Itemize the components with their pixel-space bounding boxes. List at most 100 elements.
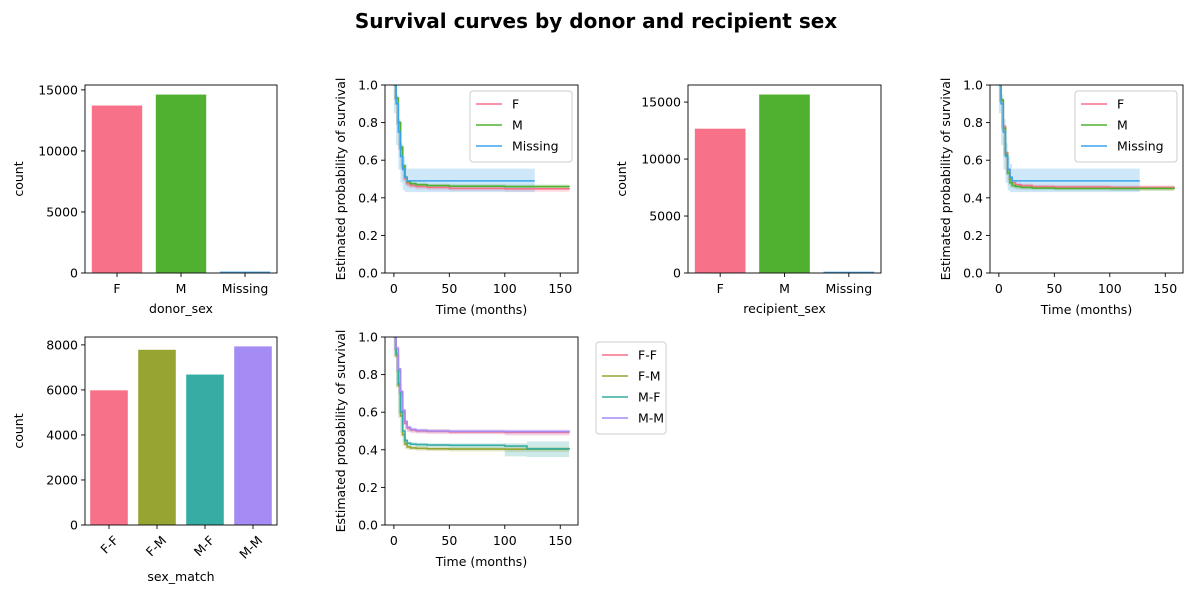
legend-label-F-M: F-M (638, 369, 661, 384)
legend-frame (595, 341, 667, 435)
y-tick-label: 0.6 (358, 405, 378, 420)
y-tick-label: 5000 (649, 209, 681, 224)
y-tick-label: 6000 (46, 382, 78, 397)
y-tick-label: 0.4 (963, 190, 983, 205)
y-tick-label: 0 (70, 518, 78, 533)
y-tick-label: 0.4 (358, 442, 378, 457)
legend-label-Missing: Missing (512, 139, 559, 154)
y-tick-label: 0.2 (358, 480, 378, 495)
x-tick-label: M (779, 281, 790, 296)
y-tick-label: 8000 (46, 337, 78, 352)
x-tick-label: 50 (1046, 281, 1062, 296)
x-tick-label: M (176, 281, 187, 296)
y-tick-label: 15000 (641, 95, 681, 110)
x-tick-label: 150 (1153, 281, 1177, 296)
y-tick-label: 0.6 (963, 153, 983, 168)
legend-label-Missing: Missing (1117, 139, 1164, 154)
donor_survival-chart: 0.0 0.2 0.4 0.6 0.8 1.0 Estimated probability … (333, 78, 579, 317)
x-axis-label: donor_sex (149, 301, 213, 316)
legend-label-F: F (512, 97, 519, 112)
bar-M-F (185, 373, 225, 526)
y-tick-label: 5000 (46, 204, 78, 219)
match_survival-chart: 0.0 0.2 0.4 0.6 0.8 1.0 Estimated probability … (333, 330, 667, 569)
y-tick-label: 0 (673, 266, 681, 281)
bar-M (154, 93, 207, 274)
x-tick-label: 0 (995, 281, 1003, 296)
y-tick-label: 0.0 (358, 266, 378, 281)
x-axis-label: recipient_sex (743, 301, 825, 316)
x-tick-label: 50 (441, 281, 457, 296)
y-tick-label: 0.6 (358, 153, 378, 168)
y-tick-label: 1.0 (358, 78, 378, 93)
y-tick-label: 0.2 (358, 228, 378, 243)
y-tick-label: 0.2 (963, 228, 983, 243)
legend-frame (469, 90, 573, 163)
bar-F (694, 127, 747, 274)
x-tick-label: 150 (548, 533, 572, 548)
x-tick-label: 50 (441, 533, 457, 548)
y-tick-label: 2000 (46, 472, 78, 487)
plot-area (998, 85, 1175, 193)
axes-frame (384, 336, 579, 526)
x-tick-label: F (113, 281, 120, 296)
figure-title: Survival curves by donor and recipient s… (355, 9, 837, 33)
survival-line-F-M (393, 337, 570, 451)
bar-M (758, 93, 811, 274)
axes-frame (84, 84, 278, 274)
legend: FM Missing (1074, 90, 1178, 163)
legend-label-M-F: M-F (638, 390, 661, 405)
y-axis-label: Estimated probability of survival (333, 78, 348, 281)
x-tick-label: 150 (548, 281, 572, 296)
survival-line-M-F (393, 337, 570, 450)
y-tick-label: 0.0 (963, 266, 983, 281)
x-tick-label: 100 (1098, 281, 1122, 296)
recipient_survival-chart: 0.0 0.2 0.4 0.6 0.8 1.0 Estimated probability … (938, 78, 1184, 317)
axes-frame (384, 84, 579, 274)
survival-line-M-M (393, 337, 570, 433)
donor_count-chart: 0 5000 10000 15000 count F M Missing donor_sex (11, 82, 278, 316)
axes-frame (84, 336, 278, 526)
x-tick-label: Missing (222, 281, 269, 296)
y-tick-label: 4000 (46, 427, 78, 442)
survival-line-Missing (393, 85, 535, 182)
x-axis-label: Time (months) (435, 302, 527, 317)
x-axis-label: sex_match (147, 569, 214, 584)
y-axis-label: count (11, 161, 26, 196)
y-tick-label: 1.0 (358, 330, 378, 345)
bar-M-M (233, 345, 273, 526)
x-axis-label: Time (months) (1040, 302, 1132, 317)
y-tick-label: 0.8 (963, 115, 983, 130)
y-axis-label: count (11, 413, 26, 448)
plot-area (393, 337, 570, 457)
y-tick-label: 0.4 (358, 190, 378, 205)
legend-label-M: M (512, 118, 523, 133)
y-tick-label: 10000 (38, 143, 78, 158)
bar-F-F (89, 389, 129, 526)
y-tick-label: 15000 (38, 82, 78, 97)
y-tick-label: 0 (70, 266, 78, 281)
legend-label-M-M: M-M (638, 411, 664, 426)
x-tick-label: Missing (826, 281, 873, 296)
legend-label-F-F: F-F (638, 348, 657, 363)
x-tick-label: 0 (390, 281, 398, 296)
axes-frame (687, 84, 882, 274)
recipient_count-chart: 0 5000 10000 15000 count F M Missingrecipient_s… (614, 84, 882, 316)
x-tick-label: 0 (390, 533, 398, 548)
legend-label-M: M (1117, 118, 1128, 133)
y-tick-label: 0.0 (358, 518, 378, 533)
legend: F-F F-M M-F M-M (595, 341, 667, 435)
bar-F-M (137, 348, 177, 526)
y-tick-label: 10000 (641, 152, 681, 167)
y-axis-label: count (614, 161, 629, 196)
x-tick-label: 100 (493, 281, 517, 296)
legend-label-F: F (1117, 97, 1124, 112)
bar-F (91, 104, 144, 274)
y-tick-label: 0.8 (358, 115, 378, 130)
y-tick-label: 1.0 (963, 78, 983, 93)
y-axis-label: Estimated probability of survival (938, 78, 953, 281)
survival-line-Missing (998, 85, 1140, 182)
y-tick-label: 0.8 (358, 367, 378, 382)
legend: FM Missing (469, 90, 573, 163)
